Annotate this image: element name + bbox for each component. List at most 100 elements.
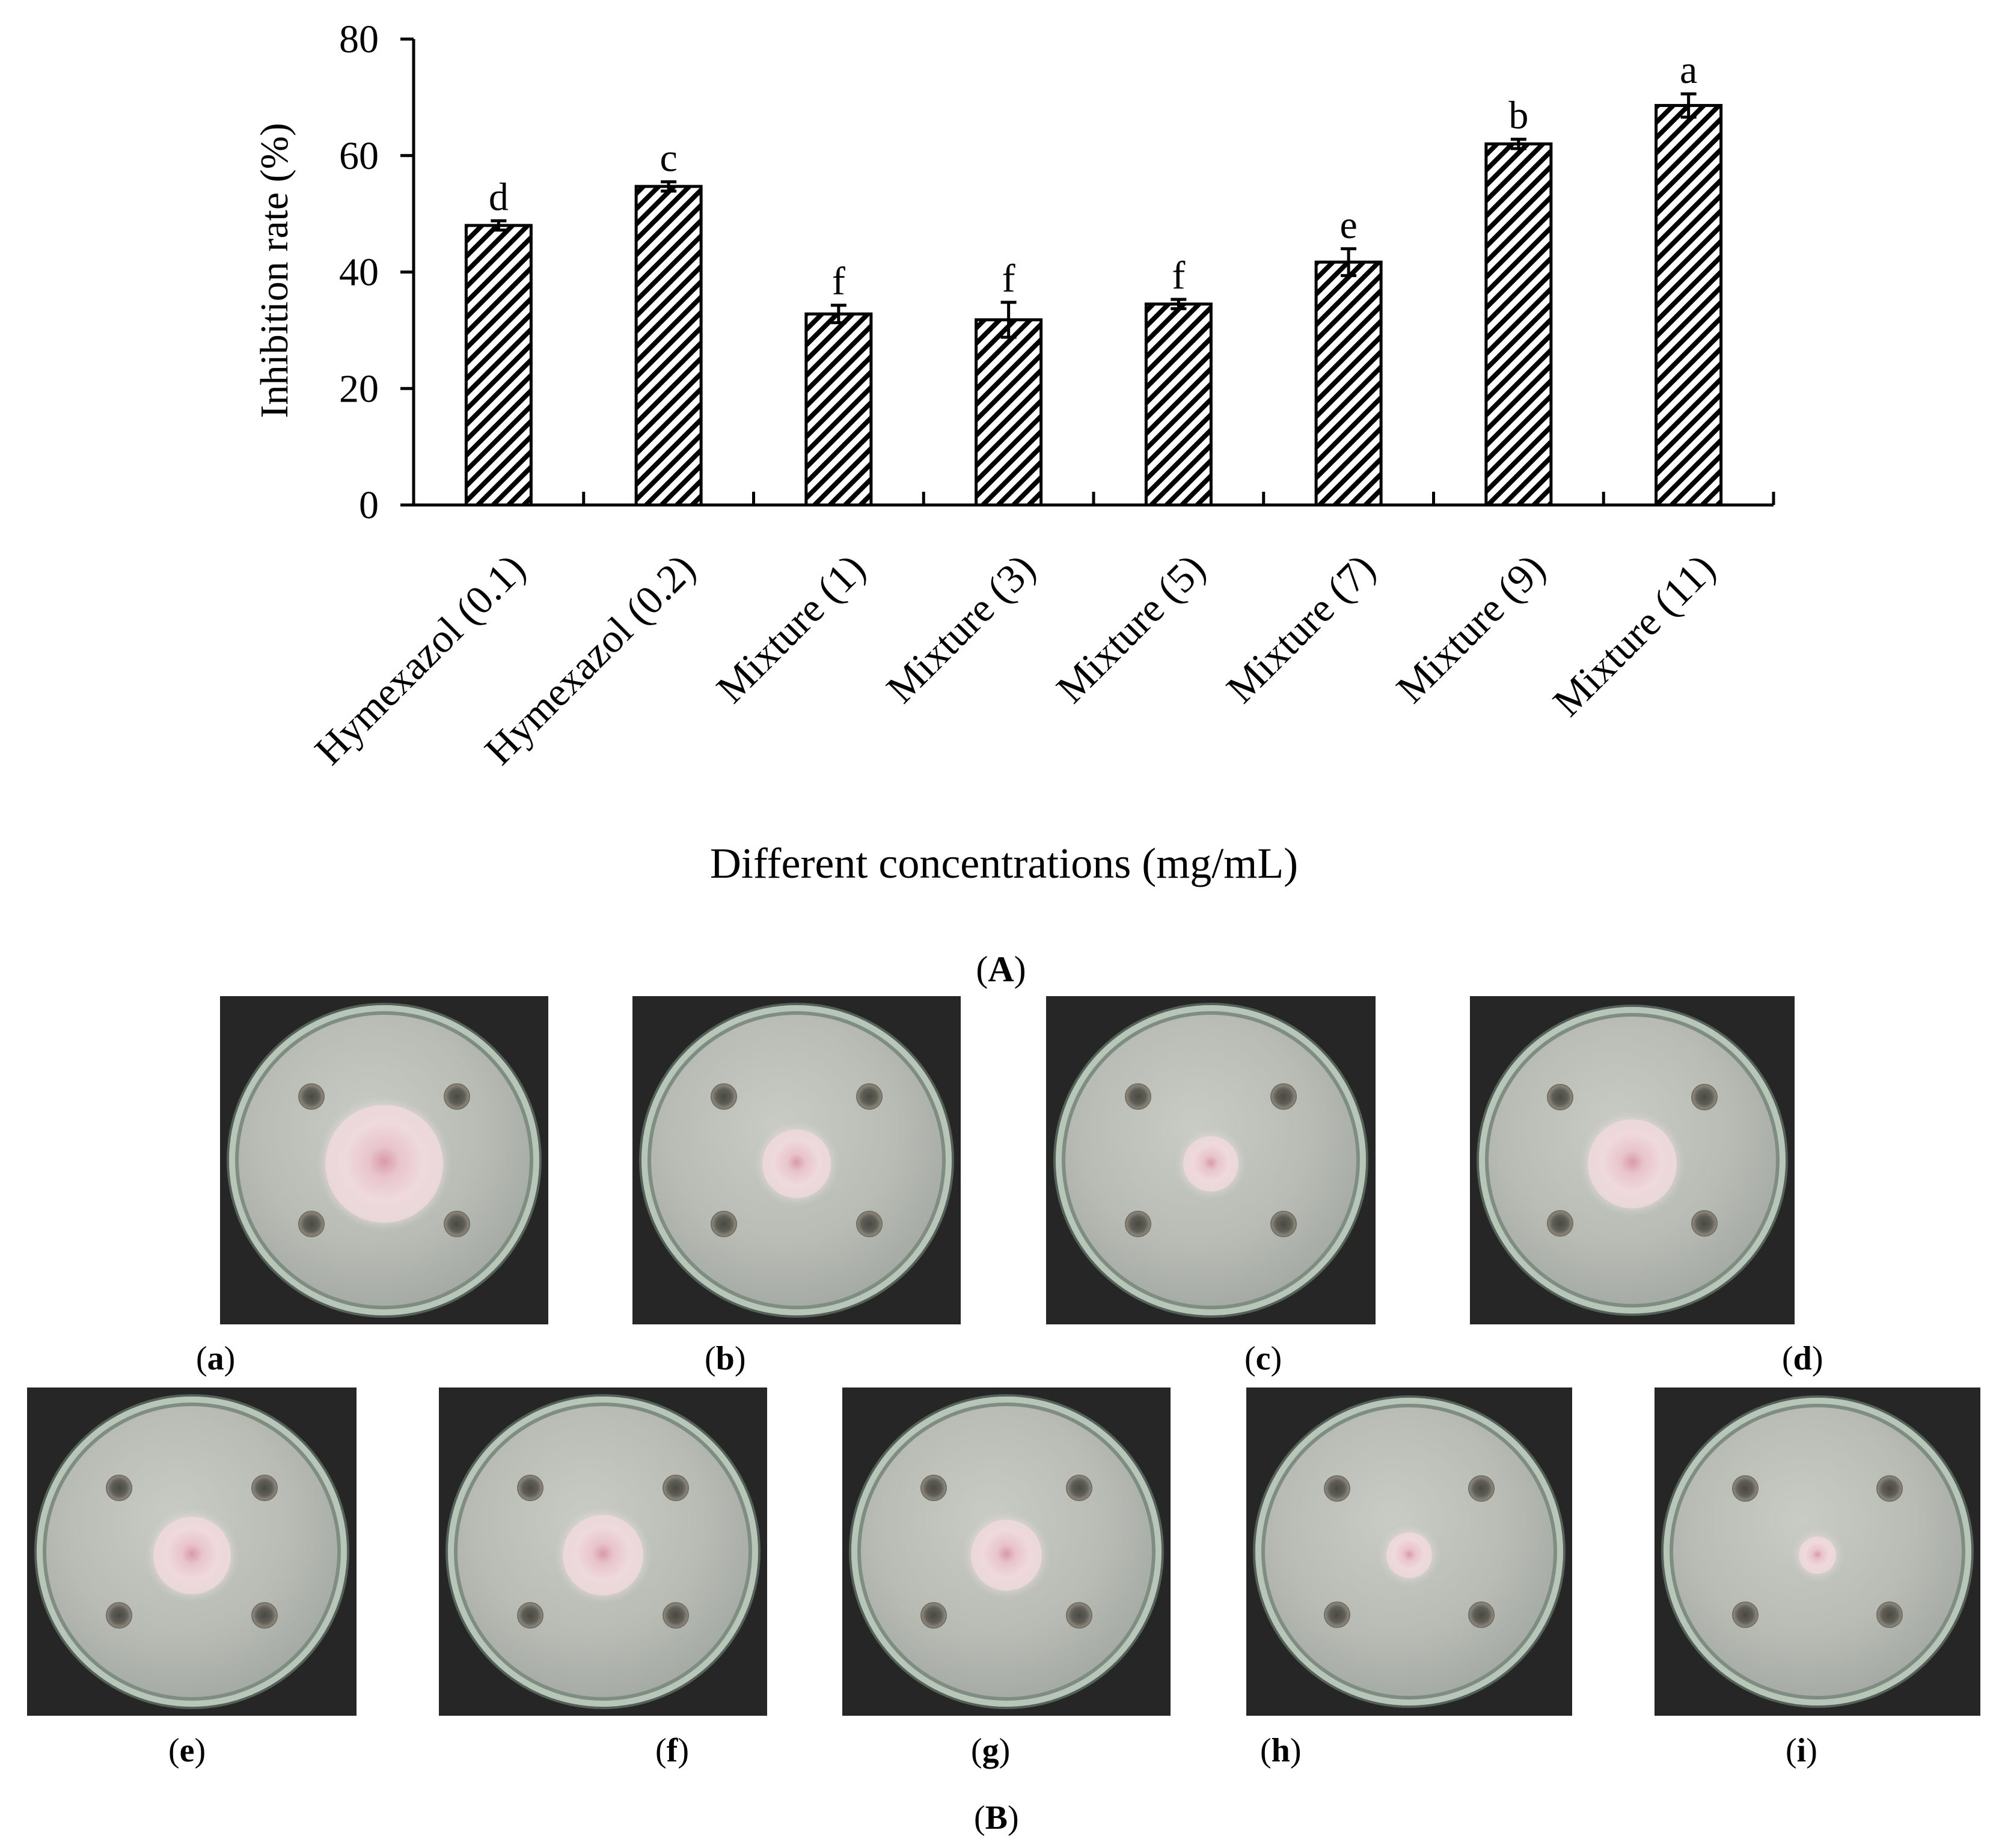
oxford-cup-well (1066, 1602, 1093, 1629)
plate-label-letter: f (666, 1732, 678, 1769)
fungal-colony (1386, 1532, 1433, 1579)
plate-label: (a) (196, 1340, 236, 1377)
oxford-cup-well (1691, 1210, 1718, 1237)
oxford-cup-well (1547, 1084, 1574, 1111)
oxford-cup-well (1124, 1083, 1151, 1110)
fungal-colony (970, 1519, 1042, 1591)
bar (804, 312, 873, 507)
fungal-colony (1799, 1537, 1836, 1574)
oxford-cup-well (298, 1210, 325, 1237)
x-category-label: Mixture (9) (1388, 545, 1554, 712)
fungal-colony (762, 1130, 831, 1198)
petri-plate-photo (1246, 1388, 1572, 1716)
plate-label: (b) (705, 1340, 746, 1377)
bar (1484, 142, 1553, 507)
oxford-cup-well (1270, 1083, 1297, 1110)
bar (1144, 302, 1213, 507)
x-axis-label: Different concentrations (mg/mL) (710, 839, 1298, 887)
petri-plate-photo (842, 1388, 1171, 1716)
oxford-cup-well (663, 1602, 690, 1629)
x-category-label: Mixture (11) (1544, 545, 1724, 725)
oxford-cup-well (1270, 1210, 1297, 1237)
significance-letter: f (832, 260, 845, 304)
plate-label-letter: i (1796, 1732, 1807, 1769)
plate-label-letter: h (1271, 1732, 1290, 1769)
petri-plate-photo (1655, 1388, 1980, 1716)
fungal-colony (153, 1516, 231, 1594)
x-category-label: Mixture (7) (1217, 545, 1384, 712)
oxford-cup-well (710, 1083, 737, 1110)
plate-label: (d) (1782, 1340, 1823, 1377)
panel-label-a: (A) (976, 949, 1026, 989)
oxford-cup-well (444, 1083, 471, 1110)
oxford-cup-well (516, 1602, 543, 1629)
plate-label: (g) (971, 1732, 1011, 1769)
oxford-cup-well (663, 1475, 690, 1502)
significance-letter: b (1508, 94, 1528, 138)
oxford-cup-well (105, 1602, 132, 1629)
plate-label: (i) (1786, 1732, 1817, 1769)
oxford-cup-well (1731, 1601, 1759, 1628)
y-tick-label: 40 (339, 251, 379, 295)
y-tick-label: 80 (339, 17, 379, 61)
oxford-cup-well (1323, 1601, 1350, 1628)
oxford-cup-well (920, 1602, 947, 1629)
plate-label-letter: a (207, 1340, 224, 1377)
significance-letter: a (1680, 48, 1697, 92)
oxford-cup-well (1876, 1475, 1903, 1502)
fungal-colony (325, 1104, 444, 1223)
plate-label-letter: b (715, 1340, 735, 1377)
fungal-colony (562, 1514, 644, 1596)
petri-plate-photo (439, 1388, 767, 1716)
significance-letter: f (1002, 257, 1015, 301)
petri-plate-photo (632, 996, 961, 1324)
oxford-cup-well (1124, 1210, 1151, 1237)
oxford-cup-well (710, 1210, 737, 1237)
plate-label: (c) (1244, 1340, 1282, 1377)
oxford-cup-well (1876, 1601, 1903, 1628)
panel-label-b: (B) (974, 1799, 1019, 1837)
oxford-cup-well (856, 1083, 883, 1110)
oxford-cup-well (920, 1475, 947, 1502)
bar (975, 318, 1043, 507)
significance-letter: d (489, 175, 509, 219)
petri-plate-photo (1046, 996, 1376, 1324)
plate-label-letter: c (1255, 1340, 1271, 1377)
oxford-cup-well (298, 1083, 325, 1110)
fungal-colony (1183, 1136, 1239, 1192)
oxford-cup-well (1066, 1475, 1093, 1502)
plate-label: (h) (1260, 1732, 1302, 1769)
petri-plate-photo (27, 1388, 357, 1716)
petri-plate-photo (1470, 996, 1795, 1324)
x-category-label: Mixture (3) (877, 545, 1044, 712)
oxford-cup-well (1468, 1475, 1495, 1502)
fungal-colony (1588, 1119, 1677, 1208)
oxford-cup-well (251, 1475, 278, 1502)
y-tick-label: 0 (359, 483, 379, 527)
plate-label-letter: d (1793, 1340, 1812, 1377)
plate-label: (e) (168, 1732, 206, 1769)
y-axis-label: Inhibition rate (%) (253, 123, 296, 418)
oxford-cup-well (1691, 1084, 1718, 1111)
oxford-cup-well (1468, 1601, 1495, 1628)
y-tick-label: 60 (339, 134, 379, 178)
oxford-cup-well (251, 1602, 278, 1629)
oxford-cup-well (856, 1210, 883, 1237)
bar (1655, 103, 1723, 507)
oxford-cup-well (1547, 1210, 1574, 1237)
x-category-label: Mixture (1) (708, 545, 874, 712)
significance-letter: e (1339, 203, 1357, 247)
plate-label-letter: g (982, 1732, 999, 1769)
oxford-cup-well (105, 1475, 132, 1502)
oxford-cup-well (1323, 1475, 1350, 1502)
bar (634, 185, 703, 507)
oxford-cup-well (444, 1210, 471, 1237)
plate-label: (f) (655, 1732, 689, 1769)
y-tick-label: 20 (339, 367, 379, 411)
plate-label-letter: e (179, 1732, 195, 1769)
x-category-label: Mixture (5) (1047, 545, 1214, 712)
bar (464, 224, 533, 507)
significance-letter: f (1172, 254, 1185, 298)
petri-plate-photo (220, 996, 548, 1324)
